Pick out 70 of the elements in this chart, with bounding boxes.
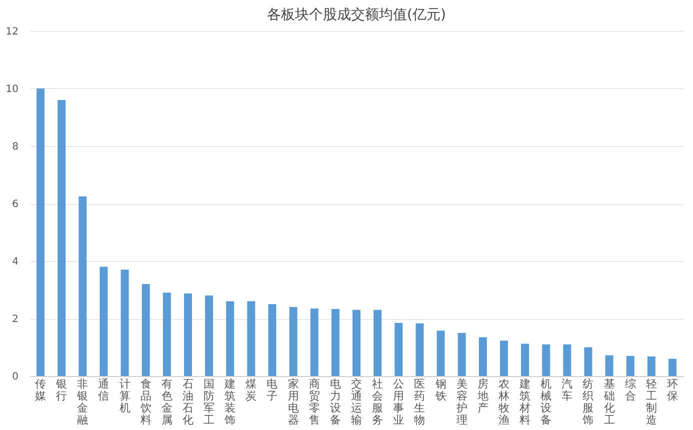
x-tick-label: 家用电器 (288, 378, 299, 426)
bar (521, 344, 530, 376)
bar (268, 304, 276, 376)
x-tick-label: 银行 (55, 378, 68, 402)
bar (647, 356, 656, 376)
x-tick-label: 基础化工 (602, 378, 615, 426)
bar (626, 356, 634, 376)
x-tick-label: 农林牧渔 (497, 378, 510, 426)
x-tick-label: 非银金融 (76, 378, 88, 426)
x-tick-label: 石油石化 (182, 378, 194, 426)
x-tick-label: 轻工制造 (646, 378, 657, 426)
chart-title: 各板块个股成交额均值(亿元) (267, 7, 446, 23)
bar (184, 293, 192, 376)
x-tick-label: 机械设备 (540, 378, 552, 426)
bar (500, 340, 508, 376)
bar (436, 330, 445, 376)
bar (58, 100, 66, 376)
bar (247, 301, 256, 376)
bar (310, 308, 318, 376)
y-tick-label: 10 (6, 84, 18, 95)
x-tick-label: 建筑装饰 (224, 378, 236, 426)
bar (120, 270, 129, 376)
x-tick-label: 通信 (98, 378, 110, 402)
bar (205, 296, 214, 376)
x-tick-label: 社会服务 (372, 378, 384, 426)
x-tick-label: 医药生物 (414, 378, 426, 426)
x-tick-label: 纺织服饰 (582, 378, 594, 426)
bar (563, 344, 572, 376)
y-tick-label: 0 (12, 372, 18, 382)
x-tick-label: 有色金属 (161, 378, 172, 426)
x-tick-label: 电力设备 (330, 378, 341, 426)
bar (394, 322, 403, 376)
y-tick-label: 4 (12, 256, 18, 268)
y-tick-label: 6 (12, 199, 18, 210)
bar (162, 292, 171, 376)
x-tick-label: 建筑材料 (518, 378, 531, 426)
bar (542, 344, 550, 376)
bar (668, 358, 676, 376)
bar (331, 309, 340, 376)
bar (78, 196, 87, 376)
x-tick-label: 房地产 (476, 378, 488, 414)
x-tick-label: 汽车 (562, 378, 573, 402)
x-tick-label: 商贸零售 (308, 378, 320, 426)
x-tick-label: 国防军工 (204, 378, 215, 426)
x-tick-label: 钢铁 (434, 378, 446, 402)
bar (289, 307, 298, 376)
x-tick-label: 美容护理 (455, 378, 468, 426)
bar (352, 310, 360, 376)
bar (100, 266, 108, 376)
bar (374, 310, 382, 376)
x-tick-label: 电子 (266, 378, 278, 402)
y-tick-label: 12 (6, 26, 18, 38)
x-tick-label: 煤炭 (246, 378, 257, 402)
x-tick-label: 环保 (666, 378, 678, 402)
x-tick-label: 综合 (624, 378, 636, 402)
y-tick-label: 8 (12, 142, 18, 152)
bar (605, 355, 614, 376)
x-tick-label: 食品饮料 (139, 378, 152, 426)
bar (226, 301, 234, 376)
x-tick-label: 公用事业 (393, 378, 404, 426)
x-tick-label: 交通运输 (351, 378, 362, 426)
y-tick-label: 2 (12, 314, 18, 325)
bar (142, 284, 150, 376)
x-tick-label: 计算机 (119, 378, 130, 414)
bar (36, 88, 45, 376)
bar (458, 332, 466, 376)
bar (478, 337, 487, 376)
bar (584, 347, 592, 376)
bar (416, 323, 424, 376)
x-tick-label: 传媒 (35, 378, 46, 402)
